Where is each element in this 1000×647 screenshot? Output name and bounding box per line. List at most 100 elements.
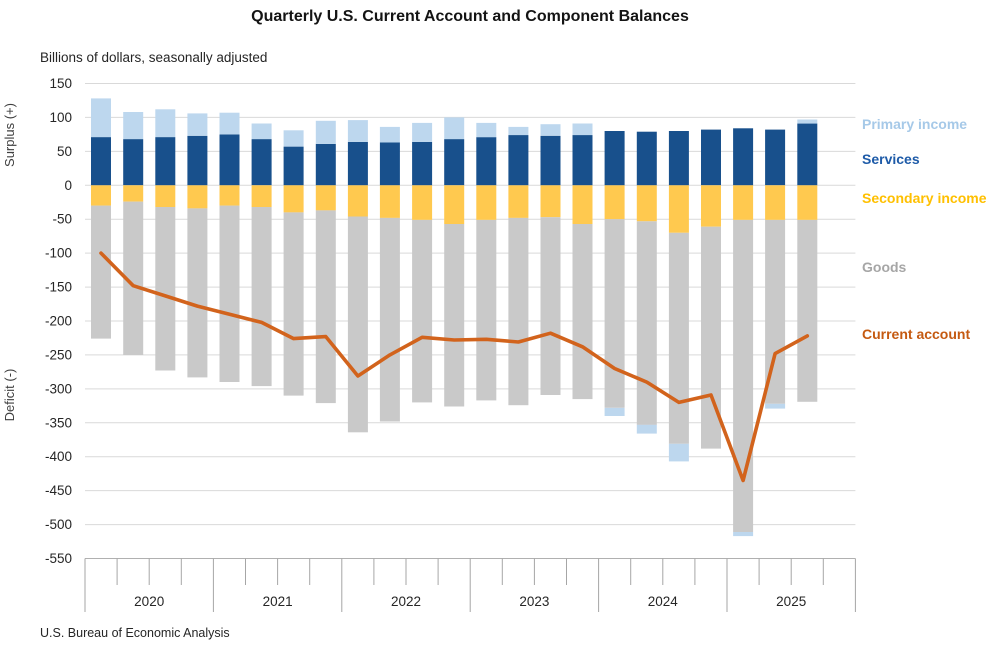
y-axis-tick-label: -100	[45, 246, 72, 261]
bar-goods	[347, 216, 368, 433]
bar-secondary_income	[123, 185, 144, 202]
bar-primary_income	[155, 109, 176, 138]
bar-secondary_income	[315, 185, 336, 211]
bar-primary_income	[187, 113, 208, 136]
bar-goods	[444, 224, 465, 407]
y-axis-tick-label: 100	[49, 110, 72, 125]
bar-services	[572, 135, 593, 186]
y-axis-tick-label: -550	[45, 551, 72, 566]
legend-secondary-income: Secondary income	[862, 190, 987, 206]
bar-primary_income	[540, 124, 561, 136]
bar-goods	[315, 210, 336, 404]
bar-primary_income	[636, 424, 657, 434]
bar-primary_income	[572, 123, 593, 135]
bar-secondary_income	[347, 185, 368, 217]
y-axis-tick-label: -400	[45, 449, 72, 464]
bar-secondary_income	[91, 185, 111, 206]
bar-goods	[604, 219, 625, 408]
bar-goods	[797, 219, 818, 402]
y-axis-tick-label: -450	[45, 483, 72, 498]
bar-services	[219, 134, 240, 186]
bar-services	[668, 131, 689, 186]
y-axis-tick-label: 0	[64, 178, 72, 193]
bar-primary_income	[412, 122, 433, 142]
bar-goods	[476, 219, 497, 401]
bar-goods	[668, 232, 689, 444]
y-axis-tick-label: 150	[49, 76, 72, 91]
bar-secondary_income	[476, 185, 497, 220]
bar-primary_income	[251, 123, 272, 140]
bar-secondary_income	[540, 185, 561, 218]
bar-primary_income	[315, 120, 336, 144]
y-axis-tick-label: -350	[45, 415, 72, 430]
legend: Primary income Services Secondary income Go…	[862, 0, 1000, 647]
bar-secondary_income	[379, 185, 400, 218]
x-axis-year-label: 2021	[263, 594, 293, 609]
y-axis-tick-label: -500	[45, 517, 72, 532]
bar-services	[315, 143, 336, 186]
bar-services	[155, 137, 176, 186]
bar-secondary_income	[508, 185, 529, 218]
bar-secondary_income	[412, 185, 433, 220]
bar-services	[412, 141, 433, 186]
bar-secondary_income	[187, 185, 208, 209]
x-axis-year-label: 2024	[648, 594, 679, 609]
bar-services	[797, 123, 818, 186]
legend-services: Services	[862, 151, 920, 167]
bar-services	[123, 139, 144, 186]
bar-services	[251, 139, 272, 186]
bar-primary_income	[219, 112, 240, 135]
bar-primary_income	[733, 532, 754, 537]
bar-secondary_income	[701, 185, 721, 227]
bar-primary_income	[508, 126, 529, 135]
bar-services	[733, 128, 754, 186]
bar-secondary_income	[604, 185, 625, 220]
bar-goods	[283, 212, 304, 396]
bar-primary_income	[797, 119, 818, 124]
x-axis-year-label: 2020	[134, 594, 164, 609]
bar-goods	[91, 205, 111, 339]
bar-secondary_income	[636, 185, 657, 222]
bar-services	[508, 135, 529, 186]
bar-goods	[540, 217, 561, 395]
y-axis-tick-label: -250	[45, 347, 72, 362]
bar-services	[379, 142, 400, 186]
bar-goods	[636, 221, 657, 425]
chart-subtitle: Billions of dollars, seasonally adjusted	[40, 50, 268, 65]
bar-secondary_income	[733, 185, 754, 220]
bar-services	[444, 139, 465, 186]
bar-secondary_income	[155, 185, 176, 207]
y-axis-tick-label: -150	[45, 280, 72, 295]
bar-goods	[733, 219, 754, 532]
bar-services	[283, 146, 304, 186]
y-axis-tick-label: 50	[57, 144, 72, 159]
bar-services	[540, 135, 561, 186]
chart-title: Quarterly U.S. Current Account and Compo…	[251, 8, 689, 25]
x-axis-year-label: 2023	[519, 594, 549, 609]
source-note: U.S. Bureau of Economic Analysis	[40, 626, 230, 640]
bar-services	[604, 131, 625, 186]
x-axis-year-label: 2022	[391, 594, 421, 609]
bar-secondary_income	[668, 185, 689, 233]
surplus-axis-label: Surplus (+)	[2, 103, 17, 167]
bar-goods	[701, 226, 721, 449]
bar-services	[636, 131, 657, 186]
bar-primary_income	[476, 122, 497, 138]
bar-goods	[508, 217, 529, 406]
bar-services	[187, 135, 208, 186]
bar-goods	[219, 205, 240, 382]
bar-primary_income	[123, 112, 144, 140]
y-axis-tick-label: -200	[45, 314, 72, 329]
bar-services	[476, 137, 497, 186]
bar-secondary_income	[283, 185, 304, 213]
bar-services	[347, 141, 368, 186]
y-axis-tick-label: -300	[45, 381, 72, 396]
bar-primary_income	[91, 98, 111, 138]
bar-services	[91, 137, 111, 186]
bar-goods	[123, 201, 144, 355]
bar-services	[701, 129, 721, 186]
bar-goods	[379, 217, 400, 422]
legend-primary-income: Primary income	[862, 116, 968, 132]
